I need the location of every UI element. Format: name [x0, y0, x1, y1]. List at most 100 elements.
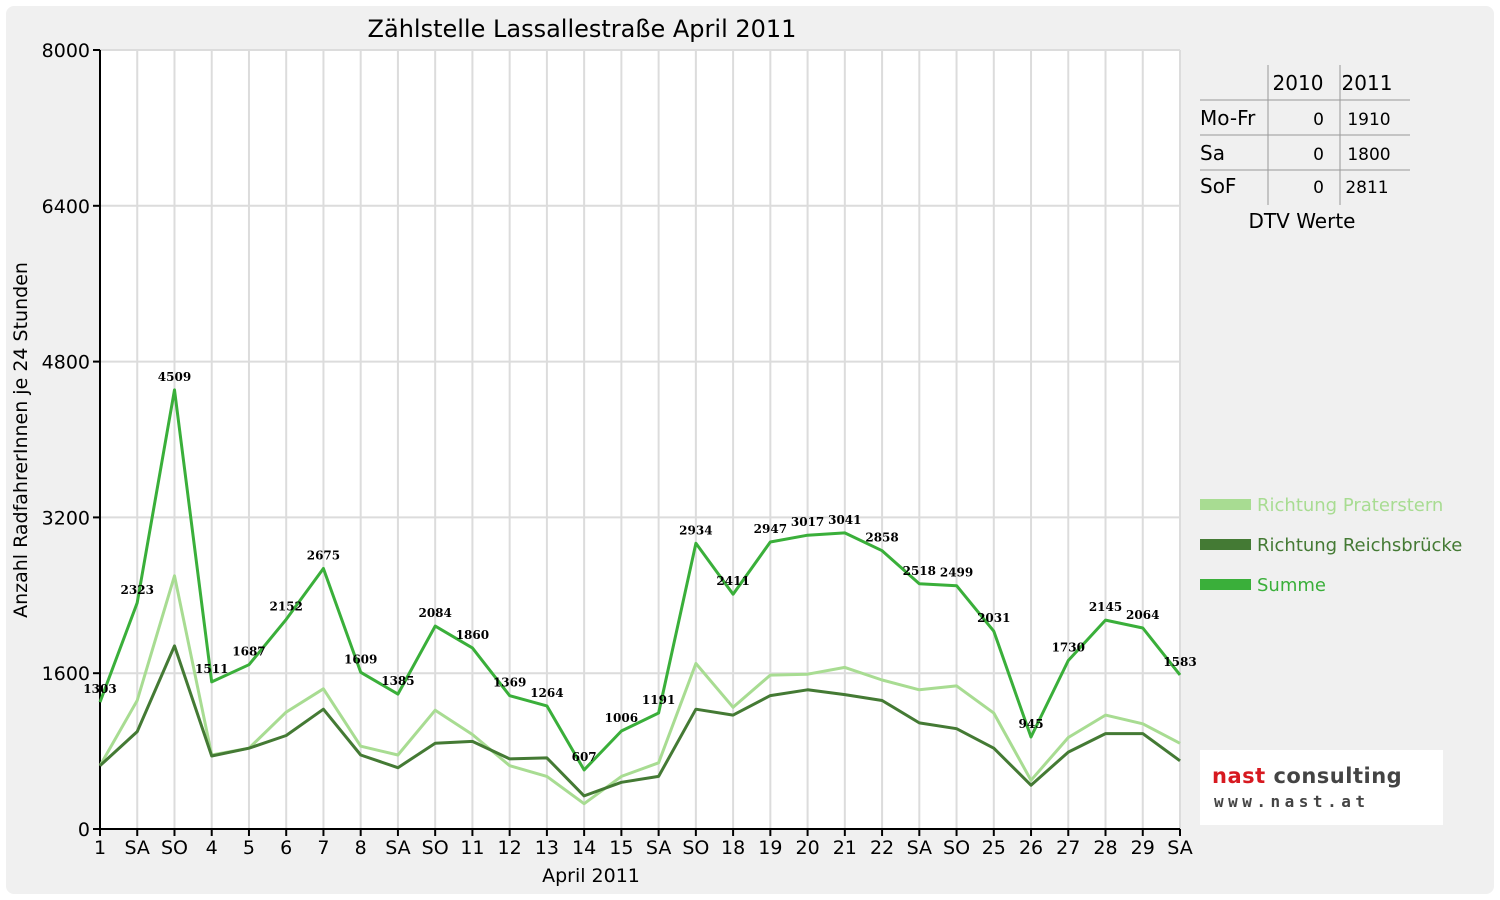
x-tick-label: SA — [646, 837, 671, 859]
data-label: 1264 — [530, 686, 563, 700]
logo-name-part1: nast — [1212, 764, 1266, 788]
data-label: 2064 — [1126, 608, 1159, 622]
legend: Richtung Praterstern Richtung Reichsbrüc… — [1200, 495, 1462, 596]
data-label: 1511 — [195, 662, 228, 676]
x-tick-label: 8 — [355, 837, 367, 859]
data-label: 2152 — [270, 599, 303, 613]
y-tick-label: 1600 — [42, 663, 90, 685]
x-tick-label: 21 — [833, 837, 857, 859]
y-tick-labels: 0 1600 3200 4800 6400 8000 — [42, 40, 90, 841]
data-label: 3017 — [791, 515, 824, 529]
data-label: 2411 — [716, 574, 749, 588]
x-tick-label: 13 — [535, 837, 559, 859]
logo-name: nast consulting — [1212, 764, 1402, 788]
data-label: 1583 — [1163, 655, 1196, 669]
data-label: 2518 — [903, 564, 936, 578]
x-tick-label: SO — [943, 837, 970, 859]
x-tick-label: SO — [682, 837, 709, 859]
series-lines — [98, 388, 1182, 806]
x-axis-label: April 2011 — [542, 865, 640, 887]
data-label: 2858 — [865, 531, 898, 545]
x-tick-label: SA — [125, 837, 150, 859]
series-line-richtung-praterstern — [98, 574, 1181, 806]
x-tick-label: 20 — [795, 837, 819, 859]
x-tick-label: 11 — [460, 837, 484, 859]
data-label: 1609 — [344, 652, 377, 666]
data-label: 2934 — [679, 523, 712, 537]
dtv-header-2011: 2011 — [1342, 71, 1393, 95]
x-tick-label: SO — [161, 837, 188, 859]
y-tick-label: 6400 — [42, 196, 90, 218]
data-label: 1385 — [381, 674, 414, 688]
data-label: 1006 — [605, 711, 638, 725]
x-tick-label: 28 — [1093, 837, 1117, 859]
data-label: 1730 — [1052, 641, 1085, 655]
x-tick-label: 14 — [572, 837, 596, 859]
dtv-row-2010: 0 — [1313, 178, 1324, 198]
y-tick-label: 4800 — [42, 352, 90, 374]
dtv-caption: DTV Werte — [1249, 209, 1356, 233]
x-tick-label: SA — [385, 837, 410, 859]
x-tick-label: 7 — [317, 837, 329, 859]
data-label: 4509 — [158, 370, 191, 384]
data-label: 1687 — [232, 645, 265, 659]
x-tick-label: 25 — [982, 837, 1006, 859]
series-line-summe — [98, 388, 1182, 772]
dtv-row-2010: 0 — [1313, 145, 1324, 165]
data-label: 1303 — [83, 682, 116, 696]
x-tick-labels: 1 SA SO 4 5 6 7 8 SA SO 11 12 13 14 15 SA SO 18 19 20 21 22 SA… — [94, 837, 1193, 859]
y-tick-label: 8000 — [42, 40, 90, 62]
x-tick-label: 29 — [1131, 837, 1155, 859]
x-tick-label: 12 — [498, 837, 522, 859]
dtv-row-label: Sa — [1200, 141, 1225, 165]
legend-swatch-summe — [1200, 579, 1251, 590]
y-axis-label: Anzahl RadfahrerInnen je 24 Stunden — [10, 262, 32, 618]
x-tick-label: SO — [422, 837, 449, 859]
data-label: 2675 — [307, 549, 340, 563]
data-label: 1369 — [493, 676, 526, 690]
logo-url: www.nast.at — [1214, 792, 1370, 811]
legend-label-praterstern: Richtung Praterstern — [1257, 495, 1443, 516]
data-label: 945 — [1019, 717, 1044, 731]
data-label: 2084 — [418, 606, 451, 620]
dtv-row-label: Mo-Fr — [1200, 106, 1256, 130]
y-tick-label: 3200 — [42, 507, 90, 529]
logo-name-part2: consulting — [1265, 764, 1403, 788]
data-label: 3041 — [828, 513, 861, 527]
y-tick-label: 0 — [78, 819, 90, 841]
legend-swatch-praterstern — [1200, 499, 1251, 510]
x-tick-label: 5 — [243, 837, 255, 859]
series-line-richtung-reichsbr-cke — [98, 644, 1181, 798]
dtv-header-2010: 2010 — [1273, 71, 1324, 95]
logo: nast consulting www.nast.at — [1200, 750, 1443, 825]
chart-title: Zählstelle Lassallestraße April 2011 — [368, 15, 797, 43]
grid — [100, 49, 1181, 829]
legend-label-reichsbruecke: Richtung Reichsbrücke — [1257, 535, 1462, 556]
data-label: 607 — [572, 750, 597, 764]
data-label: 2323 — [121, 583, 154, 597]
legend-swatch-reichsbruecke — [1200, 539, 1251, 550]
x-tick-label: 27 — [1056, 837, 1080, 859]
x-tick-label: 18 — [721, 837, 745, 859]
dtv-table: 2010 2011 Mo-Fr 0 1910 Sa 0 1800 SoF 0 2… — [1200, 65, 1410, 233]
x-tick-label: 15 — [609, 837, 633, 859]
data-label: 2947 — [754, 522, 787, 536]
data-label: 2031 — [977, 611, 1010, 625]
x-tick-label: 6 — [280, 837, 292, 859]
x-tick-label: 19 — [758, 837, 782, 859]
x-tick-label: 26 — [1019, 837, 1043, 859]
data-label: 1860 — [456, 628, 489, 642]
dtv-row-2011: 1800 — [1347, 145, 1390, 165]
dtv-row-label: SoF — [1200, 174, 1236, 198]
x-tick-label: SA — [1167, 837, 1192, 859]
data-label: 2145 — [1089, 600, 1122, 614]
dtv-row-2010: 0 — [1313, 110, 1324, 130]
x-tick-label: 22 — [870, 837, 894, 859]
data-label: 2499 — [940, 566, 973, 580]
dtv-row-2011: 1910 — [1347, 110, 1390, 130]
legend-label-summe: Summe — [1257, 575, 1326, 596]
x-tick-label: SA — [907, 837, 932, 859]
data-labels: 1303 2323 4509 1511 1687 2152 2675 1609 1385 2084… — [83, 370, 1196, 764]
x-tick-label: 4 — [206, 837, 218, 859]
